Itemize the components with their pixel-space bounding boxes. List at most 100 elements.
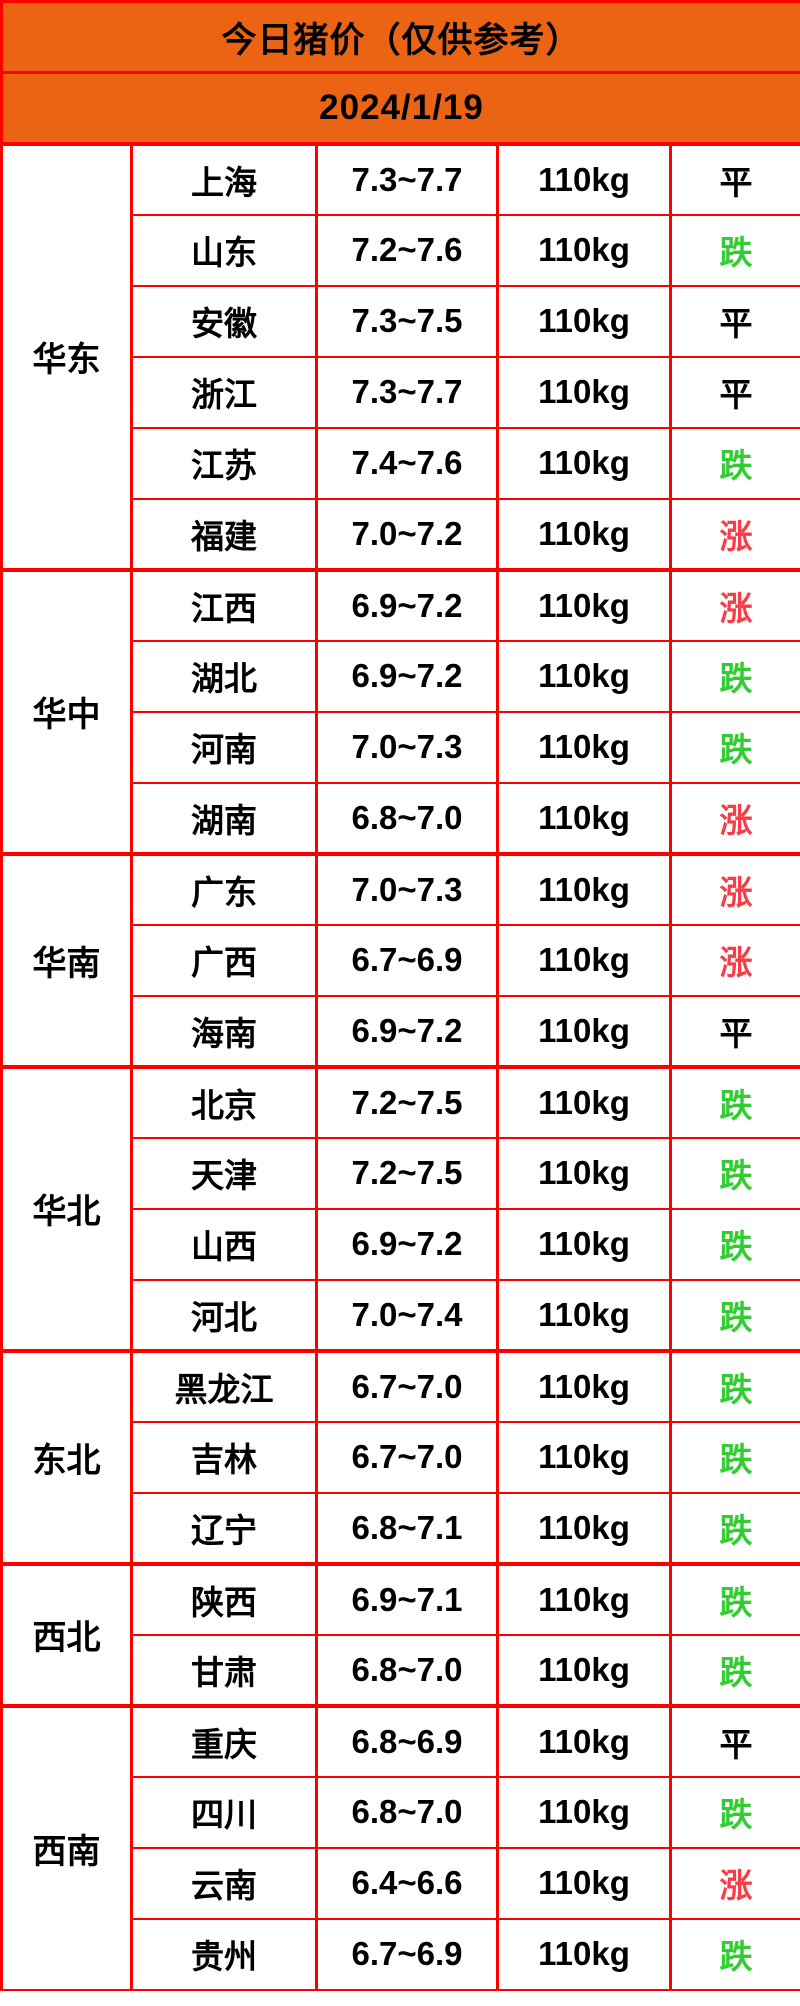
price-row: 江苏 7.4~7.6 110kg 跌	[2, 426, 800, 500]
province-name: 辽宁	[130, 1491, 318, 1565]
trend-status: 跌	[668, 1207, 800, 1281]
trend-status: 跌	[668, 213, 800, 287]
province-name: 云南	[130, 1846, 318, 1920]
trend-status: 跌	[668, 1633, 800, 1707]
trend-status: 平	[668, 1703, 800, 1778]
weight-label: 110kg	[496, 1633, 672, 1707]
trend-status: 平	[668, 284, 800, 358]
price-range: 6.9~7.2	[315, 1207, 499, 1281]
price-range: 7.2~7.5	[315, 1136, 499, 1210]
price-range: 6.8~7.0	[315, 1775, 499, 1849]
price-row: 河南 7.0~7.3 110kg 跌	[2, 710, 800, 784]
price-range: 7.0~7.4	[315, 1278, 499, 1352]
region-label: 华北	[0, 1064, 133, 1352]
weight-label: 110kg	[496, 497, 672, 571]
price-range: 7.2~7.6	[315, 213, 499, 287]
price-range: 7.0~7.3	[315, 710, 499, 784]
province-name: 福建	[130, 497, 318, 571]
province-name: 江苏	[130, 426, 318, 500]
price-range: 6.8~7.1	[315, 1491, 499, 1565]
region-label: 西南	[0, 1703, 133, 1991]
province-name: 湖北	[130, 639, 318, 713]
price-range: 7.0~7.2	[315, 497, 499, 571]
province-name: 甘肃	[130, 1633, 318, 1707]
weight-label: 110kg	[496, 851, 672, 926]
price-row: 辽宁 6.8~7.1 110kg 跌	[2, 1491, 800, 1565]
province-name: 上海	[130, 141, 318, 216]
province-name: 河南	[130, 710, 318, 784]
weight-label: 110kg	[496, 355, 672, 429]
province-name: 海南	[130, 994, 318, 1068]
price-row: 云南 6.4~6.6 110kg 涨	[2, 1846, 800, 1920]
weight-label: 110kg	[496, 426, 672, 500]
price-row: 华北 北京 7.2~7.5 110kg 跌	[0, 1064, 800, 1352]
trend-status: 跌	[668, 1561, 800, 1636]
price-row: 湖北 6.9~7.2 110kg 跌	[2, 639, 800, 713]
province-name: 湖南	[130, 781, 318, 855]
weight-label: 110kg	[496, 284, 672, 358]
weight-label: 110kg	[496, 1561, 672, 1636]
price-range: 7.3~7.5	[315, 284, 499, 358]
weight-label: 110kg	[496, 1136, 672, 1210]
weight-label: 110kg	[496, 1703, 672, 1778]
price-row: 吉林 6.7~7.0 110kg 跌	[2, 1420, 800, 1494]
province-name: 四川	[130, 1775, 318, 1849]
province-name: 吉林	[130, 1420, 318, 1494]
price-range: 6.7~6.9	[315, 923, 499, 997]
weight-label: 110kg	[496, 1775, 672, 1849]
trend-status: 涨	[668, 1846, 800, 1920]
weight-label: 110kg	[496, 1064, 672, 1139]
weight-label: 110kg	[496, 710, 672, 784]
date-row: 2024/1/19	[0, 71, 800, 145]
trend-status: 跌	[668, 1064, 800, 1139]
price-range: 7.4~7.6	[315, 426, 499, 500]
trend-status: 平	[668, 994, 800, 1068]
price-range: 6.9~7.2	[315, 567, 499, 642]
weight-label: 110kg	[496, 567, 672, 642]
province-name: 河北	[130, 1278, 318, 1352]
province-name: 山西	[130, 1207, 318, 1281]
price-row: 安徽 7.3~7.5 110kg 平	[2, 284, 800, 358]
weight-label: 110kg	[496, 1348, 672, 1423]
price-range: 6.4~6.6	[315, 1846, 499, 1920]
province-name: 广西	[130, 923, 318, 997]
price-row: 西北 陕西 6.9~7.1 110kg 跌	[0, 1561, 800, 1707]
weight-label: 110kg	[496, 1917, 672, 1991]
price-range: 7.0~7.3	[315, 851, 499, 926]
price-row: 浙江 7.3~7.7 110kg 平	[2, 355, 800, 429]
trend-status: 跌	[668, 1278, 800, 1352]
weight-label: 110kg	[496, 1846, 672, 1920]
weight-label: 110kg	[496, 213, 672, 287]
trend-status: 跌	[668, 1775, 800, 1849]
weight-label: 110kg	[496, 781, 672, 855]
region-label: 华中	[0, 567, 133, 855]
price-range: 7.2~7.5	[315, 1064, 499, 1139]
province-name: 江西	[130, 567, 318, 642]
province-name: 陕西	[130, 1561, 318, 1636]
price-row: 东北 黑龙江 6.7~7.0 110kg 跌	[0, 1348, 800, 1565]
price-range: 7.3~7.7	[315, 141, 499, 216]
province-name: 广东	[130, 851, 318, 926]
price-row: 福建 7.0~7.2 110kg 涨	[2, 497, 800, 571]
price-range: 6.7~7.0	[315, 1348, 499, 1423]
price-row: 西南 重庆 6.8~6.9 110kg 平	[0, 1703, 800, 1991]
trend-status: 涨	[668, 851, 800, 926]
price-row: 山东 7.2~7.6 110kg 跌	[2, 213, 800, 287]
weight-label: 110kg	[496, 639, 672, 713]
province-name: 浙江	[130, 355, 318, 429]
price-range: 6.9~7.2	[315, 994, 499, 1068]
title-row: 今日猪价（仅供参考）	[0, 0, 800, 74]
date-label: 2024/1/19	[0, 71, 800, 145]
price-range: 6.8~6.9	[315, 1703, 499, 1778]
trend-status: 跌	[668, 1491, 800, 1565]
price-range: 6.8~7.0	[315, 1633, 499, 1707]
province-name: 重庆	[130, 1703, 318, 1778]
region-label: 华东	[0, 141, 133, 571]
price-range: 7.3~7.7	[315, 355, 499, 429]
trend-status: 涨	[668, 497, 800, 571]
price-row: 海南 6.9~7.2 110kg 平	[2, 994, 800, 1068]
province-name: 贵州	[130, 1917, 318, 1991]
price-range: 6.7~7.0	[315, 1420, 499, 1494]
region-label: 华南	[0, 851, 133, 1068]
